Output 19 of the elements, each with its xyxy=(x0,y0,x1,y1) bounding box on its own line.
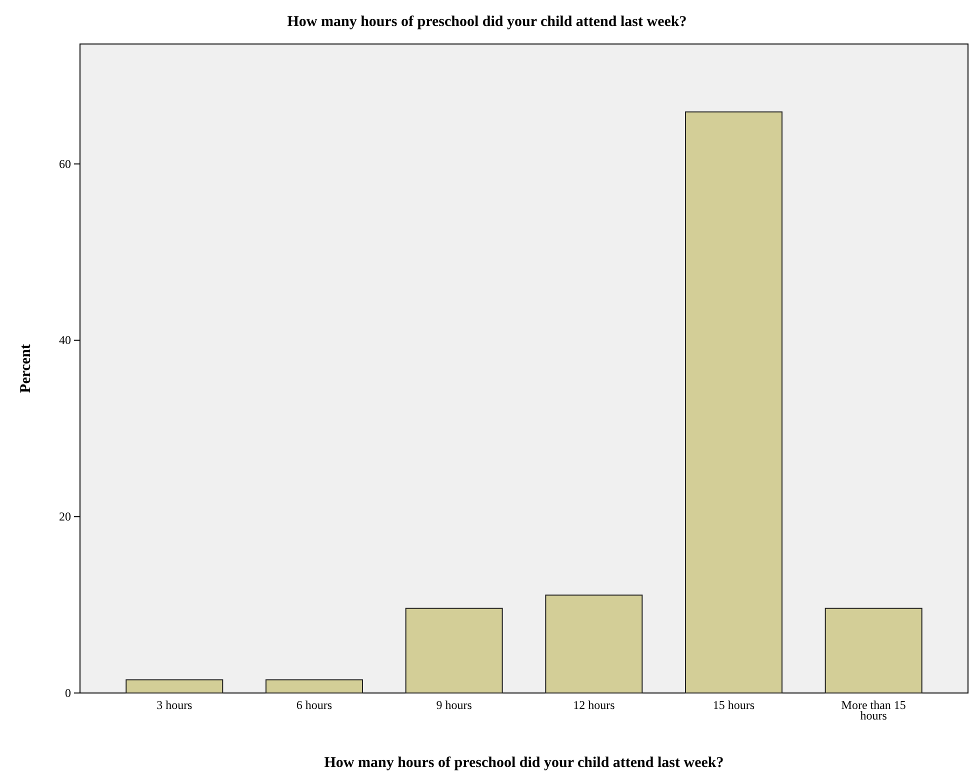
x-tick-label: 12 hours xyxy=(573,698,616,712)
x-tick-label: 6 hours xyxy=(296,698,332,712)
y-tick-label: 40 xyxy=(59,333,71,348)
y-tick-label: 0 xyxy=(65,686,71,700)
x-axis-title: How many hours of preschool did your child attend last week? xyxy=(324,755,724,771)
y-axis-title: Percent xyxy=(18,344,34,393)
x-tick-label: More than 15 hours xyxy=(841,698,906,722)
bar xyxy=(405,608,503,694)
bar xyxy=(265,679,363,694)
bar xyxy=(126,679,224,694)
x-tick-label: 9 hours xyxy=(436,698,472,712)
y-tick-label: 60 xyxy=(59,156,71,171)
bar xyxy=(545,594,643,694)
bar xyxy=(824,608,922,694)
y-tick-label: 20 xyxy=(59,509,71,524)
x-tick-label: 15 hours xyxy=(712,698,755,712)
bar xyxy=(685,111,783,694)
chart-title: How many hours of preschool did your child attend last week? xyxy=(287,14,687,30)
x-tick-label: 3 hours xyxy=(156,698,193,712)
